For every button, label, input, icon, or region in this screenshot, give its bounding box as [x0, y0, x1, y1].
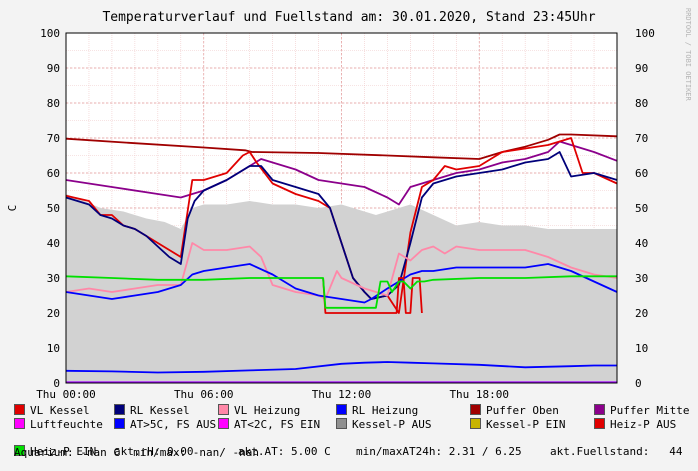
- y-tick-label-right: 10: [635, 342, 648, 355]
- y-tick-label-right: 60: [635, 167, 648, 180]
- legend-item: AT>5C, FS AUS: [114, 418, 216, 431]
- legend-swatch: [470, 418, 481, 429]
- legend-label: AT>5C, FS AUS: [130, 418, 217, 431]
- legend-item: VL Kessel: [14, 404, 90, 417]
- legend-swatch: [14, 445, 25, 456]
- y-tick-label-right: 40: [635, 237, 648, 250]
- legend-swatch: [218, 418, 229, 429]
- y-tick-label-left: 20: [47, 307, 60, 320]
- y-tick-label-left: 80: [47, 97, 60, 110]
- legend-row-3: Heiz-P EIN akt.rH: 0.00 akt.AT: 5.00 C min/…: [14, 432, 682, 458]
- series-line-rl-kessel: [65, 151, 618, 300]
- series-line-puffer-oben: [65, 133, 618, 160]
- legend-label: AT<2C, FS EIN: [234, 418, 321, 431]
- axes: 0 0 10 10 20 20 30 30 40 40 50 50 60 60 70 70 80 80 90 90 10…: [36, 27, 655, 400]
- y-tick-label-right: 0: [635, 377, 642, 390]
- y-tick-label-right: 20: [635, 307, 648, 320]
- legend-label: VL Heizung: [234, 404, 301, 417]
- series-line-aussentemp: [65, 361, 617, 374]
- y-tick-label-left: 40: [47, 237, 60, 250]
- legend-swatch: [470, 404, 481, 415]
- y-tick-label-right: 80: [635, 97, 648, 110]
- series-line-heiz-p-aus: [322, 277, 423, 314]
- series-area-kessel-p-aus: [66, 194, 617, 383]
- x-tick-label: Thu 12:00: [312, 388, 372, 400]
- plot-frame: [65, 32, 618, 384]
- legend-swatch: [336, 418, 347, 429]
- legend-item: Kessel-P EIN: [470, 418, 565, 431]
- humidity-info: akt.rH: 0.00: [114, 445, 194, 458]
- legend-item: Heiz-P EIN: [14, 445, 96, 458]
- minmax-temp-info: min/maxAT24h: 2.31 / 6.25: [356, 445, 522, 458]
- legend-item: Heiz-P AUS: [594, 418, 676, 431]
- x-tick-label: Thu 00:00: [36, 388, 96, 400]
- legend-swatch: [594, 404, 605, 415]
- y-axis-label: C: [6, 205, 19, 212]
- y-tick-label-right: 100: [635, 27, 655, 40]
- y-tick-label-left: 90: [47, 62, 60, 75]
- y-tick-label-left: 70: [47, 132, 60, 145]
- legend-swatch: [14, 404, 25, 415]
- y-tick-label-left: 0: [53, 377, 60, 390]
- fill-level-info: akt.Fuellstand: 44: [550, 445, 683, 458]
- x-tick-label: Thu 06:00: [174, 388, 234, 400]
- series-line-heiz-p-ein: [65, 275, 617, 309]
- y-tick-label-right: 50: [635, 202, 648, 215]
- chart-title: Temperaturverlauf und Fuellstand am: 30.…: [102, 10, 595, 25]
- legend-item: RL Heizung: [336, 404, 418, 417]
- legend-label: Heiz-P AUS: [610, 418, 677, 431]
- legend-label: RL Heizung: [352, 404, 419, 417]
- legend-label: Puffer Oben: [486, 404, 559, 417]
- legend-label: Heiz-P EIN: [30, 445, 97, 458]
- y-tick-label-left: 30: [47, 272, 60, 285]
- chart-canvas: Temperaturverlauf und Fuellstand am: 30.…: [6, 8, 692, 400]
- legend-swatch: [114, 404, 125, 415]
- legend-label: Luftfeuchte: [30, 418, 103, 431]
- legend-label: Puffer Mitte: [610, 404, 690, 417]
- legend-swatch: [114, 418, 125, 429]
- legend-item: Puffer Oben: [470, 404, 559, 417]
- legend-swatch: [594, 418, 605, 429]
- legend-item: Luftfeuchte: [14, 418, 103, 431]
- series-line-vl-heizung: [65, 242, 618, 300]
- outside-temp-info: akt.AT: 5.00 C: [238, 445, 331, 458]
- series-line-rl-heizung: [65, 263, 618, 304]
- legend-label: Kessel-P EIN: [486, 418, 566, 431]
- x-tick-label: Thu 18:00: [449, 388, 509, 400]
- legend-item: Kessel-P AUS: [336, 418, 431, 431]
- y-tick-label-right: 30: [635, 272, 648, 285]
- y-tick-label-left: 60: [47, 167, 60, 180]
- y-tick-label-left: 10: [47, 342, 60, 355]
- legend-label: VL Kessel: [30, 404, 90, 417]
- legend-swatch: [336, 404, 347, 415]
- legend-swatch: [218, 404, 229, 415]
- legend-item: RL Kessel: [114, 404, 190, 417]
- series-layer: [65, 133, 618, 384]
- legend-item: VL Heizung: [218, 404, 300, 417]
- legend-label: Kessel-P AUS: [352, 418, 432, 431]
- legend-label: RL Kessel: [130, 404, 190, 417]
- aquarium-info: Aquarium: -nan C min/max: -nan/ -nan: [14, 446, 260, 459]
- legend-item: Puffer Mitte: [594, 404, 689, 417]
- watermark: RRDTOOL / TOBI OETIKER: [684, 8, 692, 102]
- y-tick-label-right: 90: [635, 62, 648, 75]
- y-tick-label-left: 100: [40, 27, 60, 40]
- y-tick-label-right: 70: [635, 132, 648, 145]
- y-tick-label-left: 50: [47, 202, 60, 215]
- legend-swatch: [14, 418, 25, 429]
- legend-item: AT<2C, FS EIN: [218, 418, 320, 431]
